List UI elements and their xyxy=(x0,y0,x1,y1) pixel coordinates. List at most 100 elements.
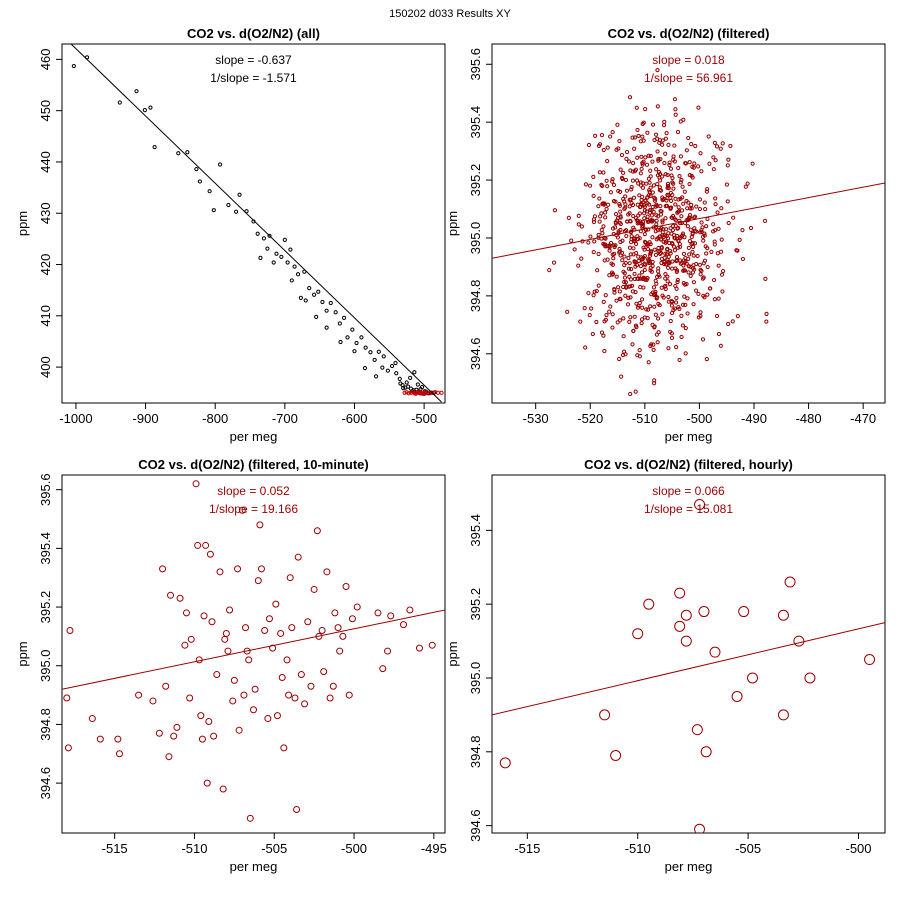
data-point xyxy=(406,606,414,614)
data-point xyxy=(725,163,730,168)
data-point xyxy=(683,302,688,307)
data-point xyxy=(633,167,639,172)
data-point xyxy=(257,565,265,573)
data-point xyxy=(735,314,740,319)
data-point xyxy=(632,314,637,319)
data-point xyxy=(603,215,608,220)
data-point xyxy=(711,167,716,172)
data-point xyxy=(289,278,294,283)
data-point xyxy=(591,193,596,199)
data-point xyxy=(675,279,680,285)
data-point xyxy=(197,712,205,720)
data-point xyxy=(285,260,290,265)
y-tick-label: 395.0 xyxy=(38,649,53,682)
data-point xyxy=(621,170,626,175)
fit-line xyxy=(62,609,445,690)
data-point xyxy=(687,213,693,218)
data-point xyxy=(665,247,670,252)
data-point xyxy=(682,235,687,240)
data-point xyxy=(696,105,701,110)
data-point xyxy=(639,321,644,326)
x-tick-label: -700 xyxy=(272,411,298,426)
data-point xyxy=(633,389,638,394)
data-point xyxy=(579,224,584,229)
data-point xyxy=(167,591,175,599)
data-point xyxy=(596,251,601,257)
data-point xyxy=(696,164,701,169)
data-point xyxy=(194,167,199,172)
data-point xyxy=(71,63,76,69)
data-point xyxy=(694,499,706,511)
data-point xyxy=(605,257,610,262)
data-point xyxy=(198,735,206,743)
data-point xyxy=(622,206,627,211)
data-point xyxy=(714,144,720,149)
y-tick-label: 394.6 xyxy=(468,809,483,842)
y-tick-label: 394.8 xyxy=(38,708,53,741)
x-tick-label: -510 xyxy=(181,841,207,856)
data-point xyxy=(401,386,406,391)
data-point-highlight xyxy=(404,390,409,395)
data-point xyxy=(697,197,703,202)
y-tick-label: 395.4 xyxy=(468,106,483,139)
data-point xyxy=(687,206,693,211)
data-point xyxy=(668,198,674,203)
data-point xyxy=(650,218,656,223)
data-point xyxy=(235,726,243,734)
data-point xyxy=(654,237,659,242)
data-point xyxy=(657,274,662,279)
data-point xyxy=(226,202,231,208)
data-point-highlight xyxy=(406,391,411,396)
data-point xyxy=(684,148,689,153)
data-point xyxy=(645,130,650,135)
data-point xyxy=(666,142,671,148)
data-point xyxy=(628,284,633,289)
data-point xyxy=(655,269,661,274)
data-point xyxy=(716,263,721,268)
data-point xyxy=(699,268,704,274)
data-point xyxy=(658,204,663,209)
data-point xyxy=(725,199,730,204)
data-point xyxy=(635,234,640,239)
data-point xyxy=(599,709,611,721)
data-point xyxy=(702,200,707,205)
data-point xyxy=(627,245,633,250)
data-point xyxy=(627,261,632,266)
data-point xyxy=(294,553,302,561)
data-point xyxy=(320,299,325,305)
data-point xyxy=(688,273,693,278)
data-point xyxy=(206,550,214,558)
data-point xyxy=(730,319,735,324)
data-point xyxy=(663,204,668,209)
chart-panel-all: CO2 vs. d(O2/N2) (all) -1000 -900 -800 -700 -… xyxy=(15,26,446,444)
y-tick-label: 395.2 xyxy=(468,164,483,197)
data-point xyxy=(648,185,653,190)
data-point xyxy=(682,294,687,299)
data-point xyxy=(709,646,721,658)
data-point xyxy=(607,248,612,253)
data-point xyxy=(408,375,413,380)
data-point xyxy=(718,146,723,151)
data-point xyxy=(192,480,200,488)
data-point xyxy=(292,264,297,269)
data-point xyxy=(213,671,221,679)
data-point xyxy=(187,635,195,643)
data-point xyxy=(619,374,624,379)
data-point xyxy=(244,209,249,214)
data-point xyxy=(712,297,717,302)
data-point xyxy=(258,255,263,260)
data-point xyxy=(277,629,285,637)
data-point xyxy=(314,314,319,319)
data-point xyxy=(614,274,619,279)
data-point xyxy=(624,156,629,161)
data-point xyxy=(644,307,649,312)
data-point xyxy=(656,170,662,175)
data-point xyxy=(608,304,613,309)
data-point xyxy=(635,202,640,207)
data-point xyxy=(669,299,674,304)
data-point xyxy=(628,218,633,224)
data-point xyxy=(264,715,272,723)
slope-annotation: slope = 0.018 xyxy=(652,53,725,67)
data-point xyxy=(624,149,630,155)
